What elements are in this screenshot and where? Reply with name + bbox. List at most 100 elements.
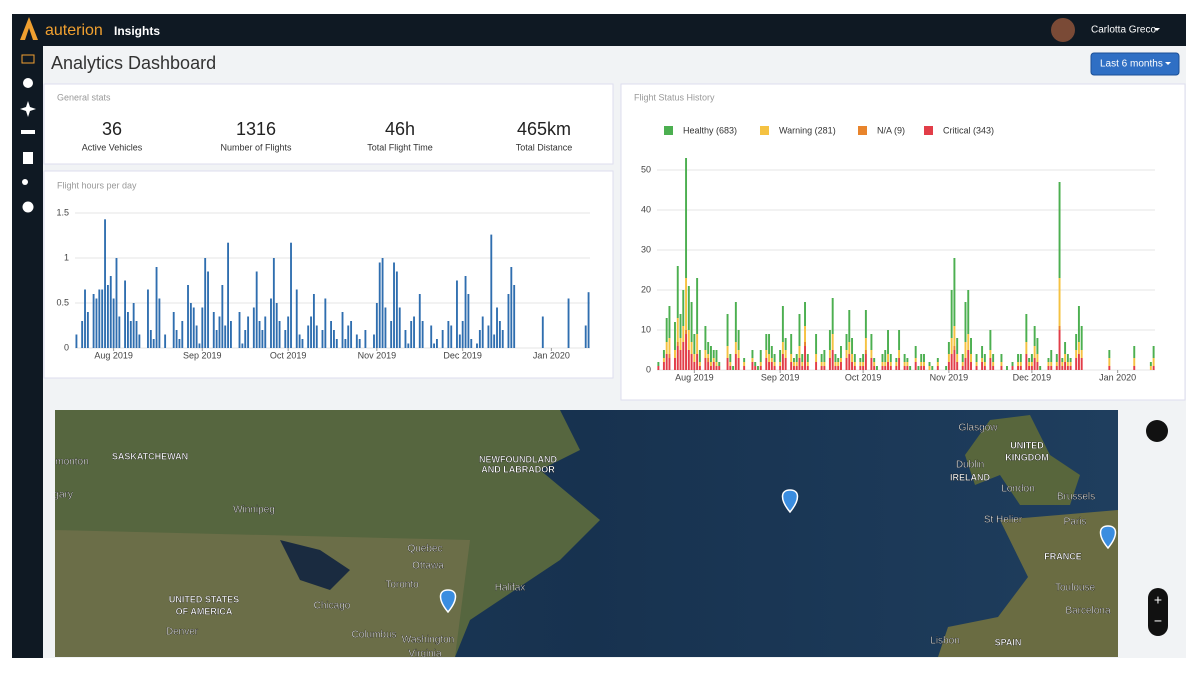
bar (418, 294, 421, 348)
bar-segment (715, 366, 718, 370)
nav-logs[interactable] (21, 130, 35, 134)
bar (364, 330, 367, 348)
x-tick-label: Aug 2019 (675, 372, 714, 382)
bar (290, 242, 292, 348)
bar (261, 330, 264, 348)
bar-segment (917, 366, 920, 370)
y-tick-label: 30 (641, 244, 651, 254)
bar (458, 334, 461, 348)
locate-button[interactable] (1146, 420, 1168, 442)
bar (109, 276, 112, 348)
bar-segment (1019, 362, 1022, 366)
bar-segment (831, 350, 834, 370)
bar-segment (859, 362, 862, 366)
bar-segment (820, 366, 823, 370)
bar-segment (887, 354, 889, 362)
bar-segment (898, 350, 901, 358)
avatar[interactable] (1051, 18, 1075, 42)
bar-segment (953, 258, 956, 326)
bar-segment (806, 354, 809, 362)
map-pin[interactable] (439, 589, 457, 614)
bar-segment (820, 354, 823, 362)
bar-segment (837, 358, 840, 362)
bar-segment (773, 354, 776, 362)
bar (347, 325, 350, 348)
zoom-out[interactable]: − (1154, 613, 1162, 629)
bar-segment (754, 366, 757, 370)
bar-segment (1055, 366, 1058, 370)
bar-segment (947, 342, 950, 354)
range-button[interactable] (1090, 52, 1180, 76)
nav-vehicles[interactable] (23, 78, 33, 88)
bar-segment (864, 338, 867, 350)
bar-segment (898, 330, 901, 350)
bar (198, 343, 201, 348)
bar (315, 325, 318, 348)
x-tick-label: Sep 2019 (183, 350, 222, 360)
bar (333, 330, 335, 348)
bar (129, 321, 132, 348)
bar-segment (784, 350, 787, 358)
bar-segment (936, 366, 939, 370)
bar-segment (801, 362, 804, 366)
bar (510, 267, 513, 348)
bar-segment (1047, 362, 1050, 366)
bar (247, 316, 250, 348)
map-label: Toronto (385, 580, 419, 591)
bar (124, 280, 126, 348)
bar (106, 285, 109, 348)
bar-segment (757, 366, 759, 370)
bar-segment (798, 346, 801, 358)
bar-segment (1108, 366, 1111, 370)
bar-segment (862, 354, 865, 362)
map-pin[interactable] (781, 489, 799, 514)
bar (212, 312, 215, 348)
bar-segment (795, 362, 798, 366)
bar (164, 334, 167, 348)
bar-segment (668, 358, 671, 370)
bar-segment (983, 366, 986, 370)
bar-segment (903, 366, 906, 370)
bar-segment (1069, 362, 1072, 366)
bar-segment (914, 346, 917, 358)
bar-segment (859, 366, 862, 370)
map-pin[interactable] (1099, 525, 1117, 550)
bar (324, 298, 327, 348)
nav-flights[interactable] (20, 101, 36, 117)
bar-segment (1011, 362, 1014, 366)
y-tick-label: 0.5 (56, 297, 69, 307)
bar-segment (792, 358, 795, 362)
stat-label: Total Flight Time (367, 142, 433, 152)
bar-segment (975, 362, 978, 366)
bar (298, 334, 301, 348)
bar-segment (914, 362, 917, 370)
bar-segment (889, 366, 892, 370)
bar-segment (773, 366, 776, 370)
bar-segment (928, 366, 931, 370)
bar-segment (801, 354, 804, 362)
bar-segment (953, 326, 956, 346)
bar (224, 325, 227, 348)
bar-segment (1061, 358, 1064, 362)
bar (118, 316, 121, 348)
user-name[interactable]: Carlotta Greco (1091, 25, 1156, 36)
bar-segment (737, 350, 740, 358)
nav-docs[interactable] (23, 152, 33, 164)
bar-segment (895, 358, 898, 362)
bar-segment (823, 362, 826, 366)
bar-segment (964, 358, 967, 370)
zoom-in[interactable]: + (1154, 592, 1162, 608)
bar-segment (685, 278, 688, 330)
nav-users[interactable] (22, 179, 28, 185)
bar-segment (687, 350, 690, 370)
bar-segment (696, 278, 699, 334)
stat-value: 46h (385, 119, 415, 139)
nav-analytics[interactable] (21, 54, 35, 64)
range-button-label[interactable]: Last 6 months (1100, 59, 1163, 70)
bar-segment (815, 334, 818, 354)
bar (227, 242, 229, 348)
bar-segment (1019, 366, 1022, 370)
bar-segment (798, 314, 801, 346)
top-bar (12, 14, 1186, 46)
nav-help[interactable] (22, 201, 34, 213)
